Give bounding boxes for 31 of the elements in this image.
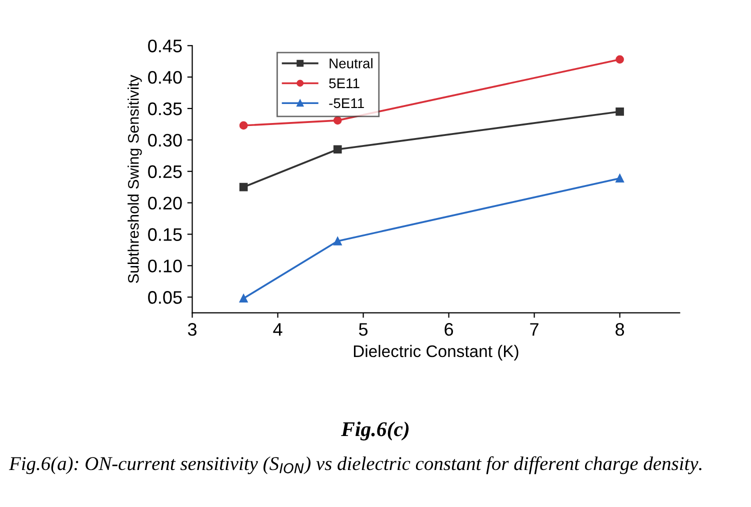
y-tick-label: 0.25 xyxy=(148,165,182,178)
text: Fig.6(c) xyxy=(341,422,409,440)
caption: Fig.6(a): ON-current sensitivity (S$_{ION}$) vs dielectric constant for different charge density. xyxy=(8,456,702,474)
point xyxy=(616,174,624,182)
point xyxy=(333,145,342,154)
y-axis-title: Subthreshold Swing Sensitivity xyxy=(128,74,142,283)
x-tick-label: 3 xyxy=(188,323,196,336)
point xyxy=(333,236,342,246)
legend-label: 5E11 xyxy=(329,78,360,88)
point xyxy=(333,116,342,125)
x-axis-title: Dielectric Constant (K) xyxy=(354,344,518,360)
legend-label: -5E11 xyxy=(329,98,364,108)
y-tick-label: 0.35 xyxy=(148,102,182,116)
y-tick-label: 0.05 xyxy=(148,291,182,304)
y-tick-label: 0.40 xyxy=(148,71,182,84)
point xyxy=(239,182,248,192)
x-tick-label: 5 xyxy=(358,323,368,336)
point xyxy=(616,107,624,116)
point xyxy=(239,294,248,303)
x-tick-label: 6 xyxy=(444,323,454,336)
x-tick-label: 4 xyxy=(273,323,282,336)
y-tick-label: 0.30 xyxy=(148,134,182,147)
y-tick-label: 0.20 xyxy=(148,196,182,210)
x-tick-label: 7 xyxy=(530,323,538,336)
legend-label: Neutral xyxy=(330,58,372,68)
y-tick-label: 0.10 xyxy=(148,260,182,272)
point xyxy=(239,121,248,130)
y-tick-label: 0.45 xyxy=(148,40,182,52)
x-tick-label: 8 xyxy=(616,323,624,336)
point xyxy=(616,55,624,64)
y-tick-label: 0.15 xyxy=(148,228,182,241)
